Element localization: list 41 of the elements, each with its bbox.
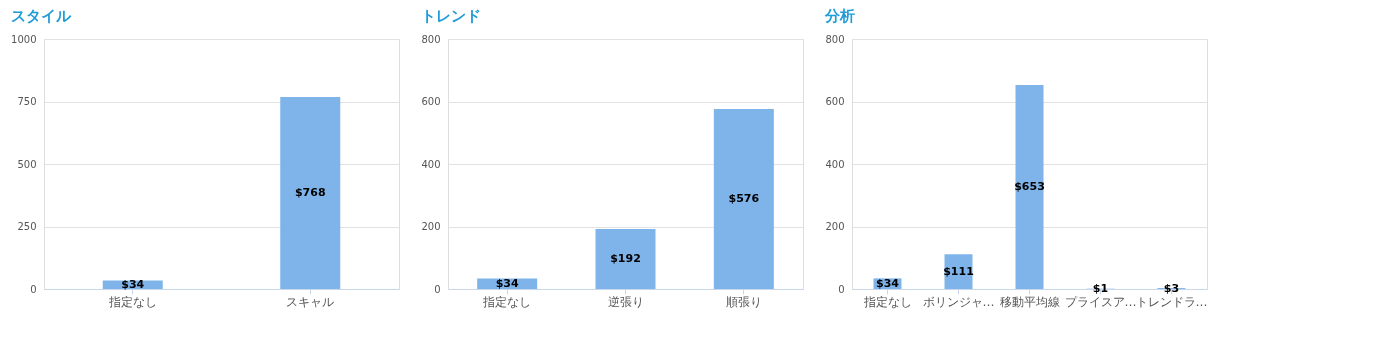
y-tick-label: 200 [421, 221, 441, 232]
x-tick-label: 移動平均線 [999, 294, 1060, 309]
y-tick-label: 400 [825, 158, 845, 170]
y-tick-label: 800 [421, 33, 441, 45]
x-tick-label: ボリンジャ… [922, 294, 995, 309]
x-tick-label: 指定なし [862, 294, 912, 309]
data-label: $653 [1014, 179, 1045, 193]
y-tick-label: 600 [421, 96, 441, 107]
x-tick-label: スキャル [286, 294, 335, 309]
x-tick-label: 逆張り [607, 294, 644, 309]
y-tick-label: 250 [17, 221, 37, 232]
y-tick-label: 1000 [11, 33, 37, 45]
x-tick-label: 指定なし [482, 294, 532, 309]
bar [713, 109, 774, 289]
data-label: $1 [1092, 281, 1109, 295]
bar [595, 229, 656, 289]
data-label: $34 [121, 277, 145, 291]
data-label: $34 [876, 276, 900, 290]
chart-title: 分析 [823, 7, 855, 25]
data-label: $111 [943, 264, 974, 278]
x-tick-label: プライスア… [1064, 294, 1137, 309]
chart-title: スタイル [10, 7, 72, 25]
x-tick-label: 指定なし [107, 294, 157, 309]
x-tick-label: 順張り [725, 294, 762, 309]
data-label: $192 [610, 252, 641, 265]
y-tick-label: 400 [421, 158, 441, 170]
y-tick-label: 0 [434, 283, 441, 295]
data-label: $3 [1163, 281, 1180, 295]
data-label: $768 [294, 186, 326, 199]
data-label: $34 [495, 276, 519, 290]
chart-title: トレンド [420, 7, 481, 25]
y-tick-label: 750 [17, 96, 37, 107]
y-tick-label: 500 [17, 158, 37, 170]
y-tick-label: 600 [825, 96, 845, 107]
y-tick-label: 0 [838, 283, 845, 295]
bar [1015, 84, 1044, 289]
y-tick-label: 800 [825, 33, 845, 45]
data-label: $576 [728, 192, 760, 205]
y-tick-label: 200 [825, 221, 845, 232]
x-tick-label: トレンドラ… [1135, 294, 1208, 309]
y-tick-label: 0 [30, 283, 37, 295]
